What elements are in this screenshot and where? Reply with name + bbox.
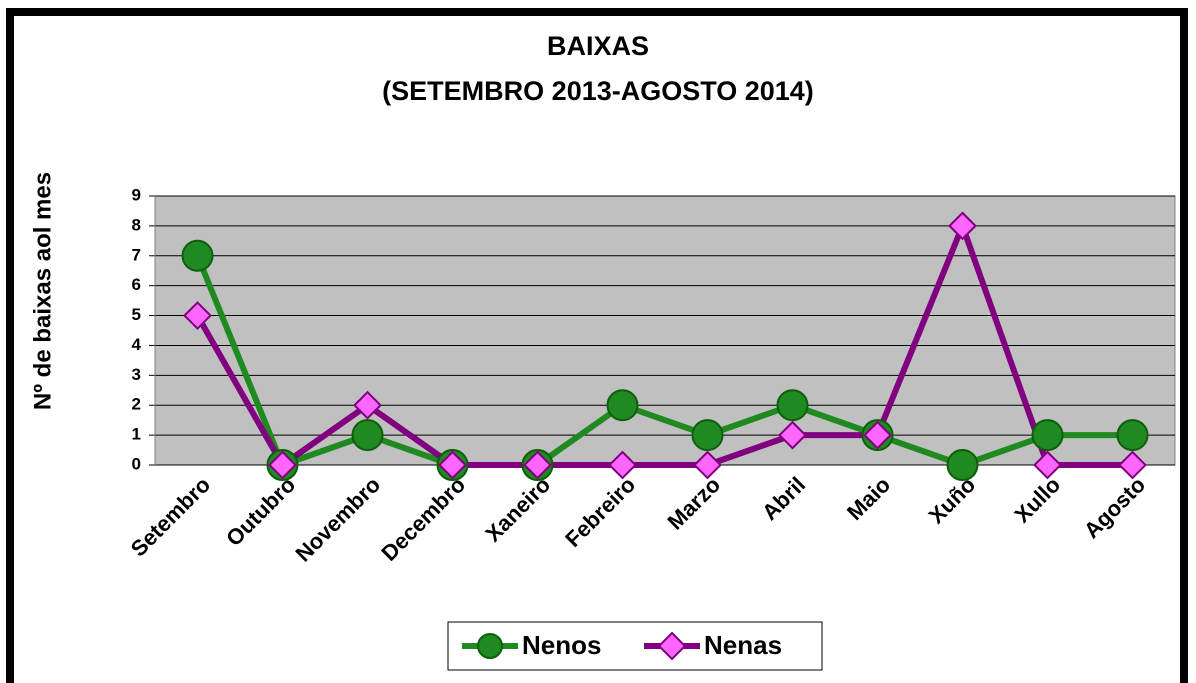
marker <box>181 239 214 272</box>
marker <box>946 449 979 481</box>
y-tick-label: 6 <box>132 275 141 294</box>
series-line <box>194 222 1133 468</box>
marker <box>606 389 639 422</box>
legend-label: Nenas <box>704 630 782 660</box>
y-tick-label: 0 <box>132 454 141 473</box>
marker <box>1031 419 1064 452</box>
marker <box>608 450 637 480</box>
marker <box>523 450 552 480</box>
y-tick-label: 5 <box>132 305 141 324</box>
marker <box>438 450 467 480</box>
y-tick-label: 8 <box>132 215 141 234</box>
chart-subtitle: (SETEMBRO 2013-AGOSTO 2014) <box>382 76 814 106</box>
marker <box>1116 419 1149 452</box>
marker <box>948 211 977 241</box>
marker <box>351 419 384 452</box>
marker <box>693 450 722 480</box>
marker <box>691 419 724 452</box>
marker <box>657 631 687 661</box>
marker <box>353 390 382 420</box>
y-tick-label: 2 <box>132 395 141 414</box>
y-axis-label: Nº de baixas aol mes <box>29 172 56 410</box>
marker <box>183 301 212 330</box>
y-tick-label: 4 <box>132 335 142 354</box>
chart-title: BAIXAS <box>547 31 649 61</box>
y-tick-label: 9 <box>132 185 141 204</box>
legend: Nenos Nenas <box>447 621 823 671</box>
marker <box>268 450 297 480</box>
marker <box>863 420 892 450</box>
marker <box>1118 450 1147 480</box>
marker <box>776 389 809 422</box>
y-tick-label: 3 <box>132 365 141 384</box>
marker <box>477 633 503 659</box>
y-tick-label: 1 <box>132 425 141 444</box>
plot-area <box>154 195 1176 466</box>
marker <box>1033 450 1062 480</box>
legend-label: Nenos <box>522 630 601 660</box>
y-tick-label: 7 <box>132 245 141 264</box>
marker <box>778 420 807 450</box>
